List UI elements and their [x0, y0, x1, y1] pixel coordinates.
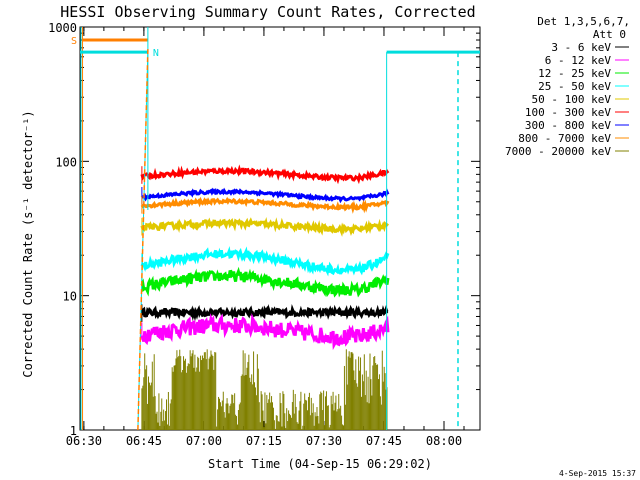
- y-axis-label: Corrected Count Rate (s⁻¹ detector⁻¹): [21, 110, 35, 377]
- series-line: [140, 196, 390, 214]
- series-100-300keV: [140, 164, 390, 185]
- series-800-7000keV: [140, 195, 390, 214]
- x-axis-label: Start Time (04-Sep-15 06:29:02): [208, 457, 432, 471]
- series-3-6keV: [140, 303, 389, 322]
- legend-label: 7000 - 20000 keV: [505, 145, 611, 158]
- legend-header-line-2: Att 0: [593, 28, 626, 41]
- series-12-25keV: [140, 266, 390, 298]
- legend-label: 100 - 300 keV: [525, 106, 611, 119]
- legend-header-line-1: Det 1,3,5,6,7,: [537, 15, 630, 28]
- series-line: [140, 187, 390, 204]
- x-tick-label: 08:00: [426, 434, 462, 448]
- night-dashed-line: [137, 49, 149, 431]
- timestamp: 4-Sep-2015 15:37: [559, 469, 636, 478]
- x-tick-label: 07:45: [366, 434, 402, 448]
- legend-label: 6 - 12 keV: [545, 54, 612, 67]
- series-50-100keV: [140, 216, 390, 237]
- y-tick-label: 100: [55, 155, 77, 169]
- x-tick-label: 07:00: [186, 434, 222, 448]
- series-line: [140, 313, 390, 351]
- legend-label: 50 - 100 keV: [532, 93, 612, 106]
- legend-label: 800 - 7000 keV: [518, 132, 611, 145]
- legend-label: 25 - 50 keV: [538, 80, 611, 93]
- x-tick-label: 07:30: [306, 434, 342, 448]
- x-tick-label: 07:15: [246, 434, 282, 448]
- legend-label: 300 - 800 keV: [525, 119, 611, 132]
- legend-label: 12 - 25 keV: [538, 67, 611, 80]
- x-tick-label: 06:45: [126, 434, 162, 448]
- series-25-50keV: [140, 246, 390, 277]
- y-tick-label: 1000: [48, 21, 77, 35]
- series-6-12keV: [140, 313, 390, 351]
- chart-title: HESSI Observing Summary Count Rates, Cor…: [60, 3, 475, 21]
- y-tick-label: 1: [70, 424, 77, 438]
- series-line: [140, 164, 390, 185]
- saa-label: S: [71, 36, 77, 47]
- plot-area: 1 10 100 1000 06:30 06:45 07:00 07:15 07:30 07:45…: [48, 21, 481, 448]
- legend-label: 3 - 6 keV: [551, 41, 611, 54]
- series-line: [140, 246, 390, 277]
- x-tick-label: 06:30: [66, 434, 102, 448]
- series-line: [140, 266, 390, 298]
- night-label: N: [153, 48, 159, 59]
- y-tick-label: 10: [63, 290, 77, 304]
- series-7000-20000keV: [141, 349, 388, 430]
- series-line: [140, 303, 389, 322]
- series-line: [140, 216, 390, 237]
